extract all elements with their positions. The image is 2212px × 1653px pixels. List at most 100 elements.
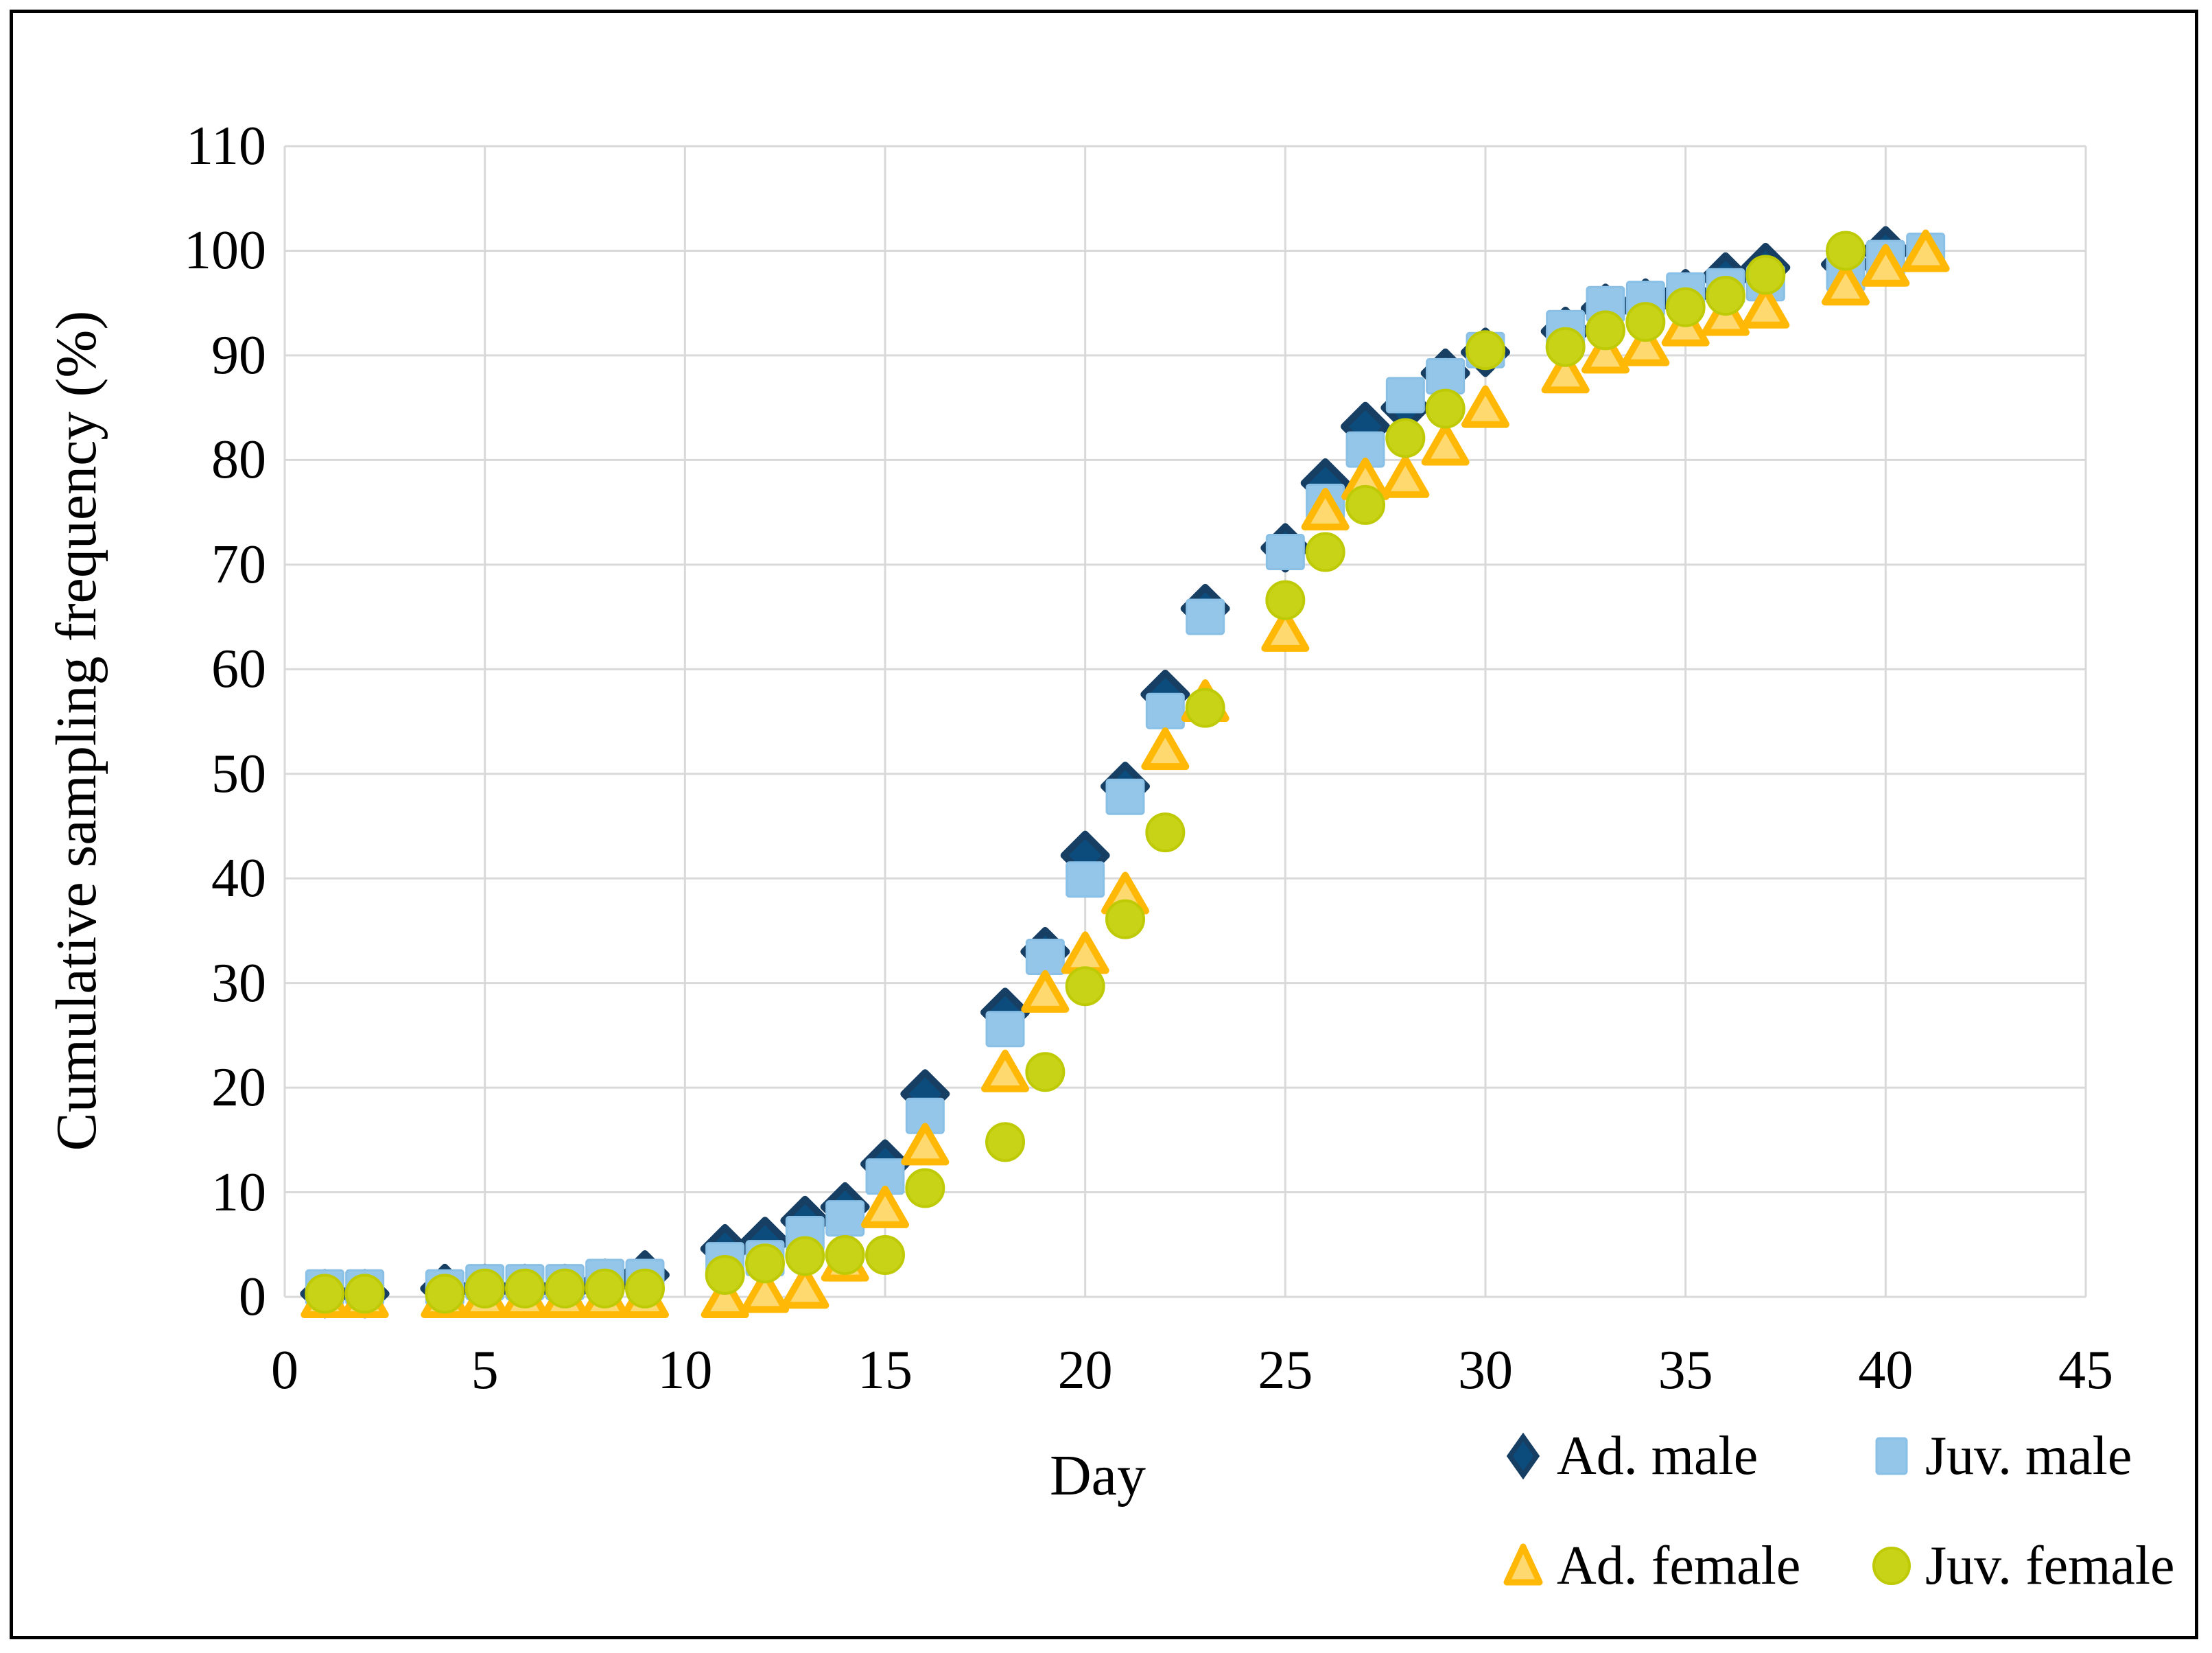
- data-point-triangle: [1901, 229, 1950, 272]
- data-point-circle: [1586, 310, 1625, 351]
- data-point-circle: [1065, 966, 1105, 1007]
- data-point-square: [1105, 778, 1145, 815]
- data-point-circle: [1025, 1052, 1066, 1092]
- x-axis-title: Day: [1050, 1444, 1146, 1508]
- data-point-square: [1265, 534, 1305, 571]
- data-point-triangle: [1381, 455, 1430, 498]
- data-point-triangle: [1822, 263, 1870, 306]
- data-point-square: [1385, 377, 1425, 414]
- legend-item-ad-male: Ad. male: [1499, 1415, 1758, 1497]
- triangle-icon: [1503, 1543, 1543, 1586]
- y-tick-label-70: 70: [211, 534, 266, 595]
- y-tick-label-0: 0: [239, 1267, 266, 1327]
- data-point-circle: [505, 1268, 545, 1309]
- data-point-triangle: [901, 1123, 950, 1166]
- y-axis-title: Cumulative sampling frequency (%): [45, 310, 108, 1151]
- data-point-triangle: [861, 1185, 909, 1228]
- y-tick-label-110: 110: [185, 116, 266, 176]
- data-point-square: [1426, 357, 1466, 395]
- y-tick-label-100: 100: [184, 220, 266, 281]
- legend-label-ad-male: Ad. male: [1557, 1425, 1758, 1486]
- data-point-circle: [745, 1243, 785, 1284]
- data-point-triangle: [1261, 609, 1310, 652]
- legend-item-juv-male: Juv. male: [1868, 1415, 2132, 1497]
- data-point-circle: [785, 1236, 825, 1276]
- data-point-square: [985, 1011, 1025, 1048]
- x-tick-label-10: 10: [657, 1340, 713, 1400]
- data-point-circle: [585, 1268, 625, 1309]
- data-point-square: [1145, 692, 1185, 729]
- legend-label-juv-female: Juv. female: [1925, 1535, 2175, 1596]
- x-tick-label-40: 40: [1858, 1340, 1914, 1400]
- data-point-triangle: [1461, 385, 1509, 428]
- x-tick-label-35: 35: [1658, 1340, 1713, 1400]
- data-point-circle: [905, 1168, 945, 1208]
- data-point-circle: [705, 1254, 745, 1295]
- legend-label-juv-male: Juv. male: [1925, 1425, 2132, 1486]
- data-point-circle: [1745, 255, 1786, 295]
- data-point-triangle: [1861, 244, 1910, 287]
- data-point-circle: [625, 1268, 665, 1309]
- data-point-triangle: [1581, 331, 1629, 374]
- x-tick-label-45: 45: [2058, 1340, 2113, 1400]
- square-icon: [1875, 1437, 1908, 1475]
- data-point-circle: [1545, 327, 1586, 367]
- data-point-circle: [825, 1235, 865, 1276]
- data-point-triangle: [1061, 931, 1109, 974]
- data-point-triangle: [781, 1266, 830, 1309]
- x-tick-label-15: 15: [858, 1340, 913, 1400]
- data-point-triangle: [1421, 423, 1470, 466]
- data-point-circle: [1105, 899, 1145, 939]
- data-point-circle: [1385, 418, 1426, 458]
- data-point-triangle: [1021, 970, 1070, 1013]
- data-point-circle: [1706, 276, 1745, 316]
- data-point-triangle: [741, 1270, 789, 1313]
- data-point-circle: [305, 1274, 345, 1314]
- data-point-circle: [1185, 688, 1225, 728]
- data-point-square: [825, 1200, 865, 1237]
- y-tick-label-20: 20: [211, 1057, 266, 1118]
- data-point-circle: [1145, 812, 1186, 853]
- x-tick-label-20: 20: [1057, 1340, 1113, 1400]
- circle-icon: [1872, 1547, 1911, 1585]
- data-point-triangle: [1621, 323, 1670, 366]
- legend-item-ad-female: Ad. female: [1499, 1525, 1800, 1607]
- data-point-triangle: [1301, 488, 1350, 531]
- data-point-circle: [344, 1274, 385, 1314]
- data-point-circle: [1826, 231, 1866, 271]
- y-tick-label-90: 90: [211, 325, 266, 386]
- data-point-square: [1025, 939, 1065, 976]
- data-point-circle: [464, 1268, 505, 1309]
- legend-item-juv-female: Juv. female: [1868, 1525, 2175, 1607]
- data-point-circle: [425, 1274, 465, 1314]
- y-tick-label-10: 10: [211, 1162, 266, 1223]
- data-point-triangle: [1741, 285, 1790, 329]
- data-point-circle: [1625, 302, 1666, 342]
- y-tick-label-30: 30: [211, 952, 266, 1013]
- data-point-circle: [1345, 484, 1385, 525]
- data-point-circle: [985, 1122, 1025, 1162]
- legend-label-ad-female: Ad. female: [1557, 1535, 1801, 1596]
- diamond-icon: [1506, 1432, 1540, 1480]
- x-tick-label-25: 25: [1258, 1340, 1313, 1400]
- data-point-square: [1186, 598, 1225, 635]
- x-tick-label-0: 0: [271, 1340, 298, 1400]
- data-point-circle: [545, 1268, 585, 1309]
- data-point-circle: [1466, 330, 1505, 371]
- x-tick-label-30: 30: [1458, 1340, 1513, 1400]
- data-point-circle: [1665, 287, 1706, 327]
- data-point-triangle: [1141, 727, 1190, 771]
- data-point-triangle: [1541, 351, 1590, 394]
- data-point-triangle: [701, 1276, 749, 1318]
- data-point-circle: [1265, 580, 1306, 620]
- y-tick-label-60: 60: [211, 639, 266, 700]
- data-point-circle: [1305, 532, 1345, 572]
- data-point-triangle: [981, 1049, 1029, 1092]
- y-tick-label-50: 50: [211, 743, 266, 804]
- data-point-circle: [1425, 388, 1466, 429]
- y-tick-label-80: 80: [211, 430, 266, 491]
- y-tick-label-40: 40: [211, 848, 266, 909]
- x-tick-label-5: 5: [471, 1340, 499, 1400]
- data-point-square: [1066, 861, 1105, 898]
